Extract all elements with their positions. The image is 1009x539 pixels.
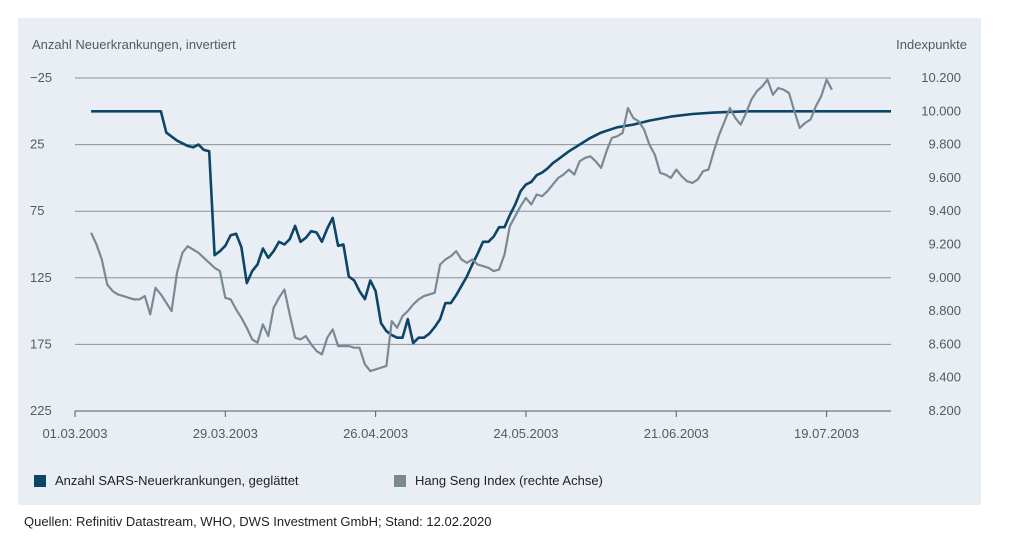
right-tick-label: 9.800 <box>928 137 961 152</box>
legend-item-hang-seng: Hang Seng Index (rechte Achse) <box>394 473 603 488</box>
right-tick-label: 8.800 <box>928 303 961 318</box>
right-tick-label: 8.400 <box>928 370 961 385</box>
left-tick-label: 125 <box>30 270 52 285</box>
right-axis-title: Indexpunkte <box>896 37 967 52</box>
legend-item-sars: Anzahl SARS-Neuerkrankungen, geglättet <box>34 473 299 488</box>
left-tick-label: 225 <box>30 403 52 418</box>
right-tick-label: 8.200 <box>928 403 961 418</box>
right-tick-label: 9.200 <box>928 237 961 252</box>
left-tick-label: 25 <box>30 137 44 152</box>
right-tick-label: 9.400 <box>928 203 961 218</box>
right-tick-label: 9.000 <box>928 270 961 285</box>
left-tick-label: 75 <box>30 203 44 218</box>
series-line-sars <box>91 110 891 345</box>
chart-panel: Anzahl Neuerkrankungen, invertiert Index… <box>18 18 981 505</box>
legend-label-hang-seng: Hang Seng Index (rechte Achse) <box>415 473 603 488</box>
left-axis-title: Anzahl Neuerkrankungen, invertiert <box>32 37 236 52</box>
right-tick-label: 9.600 <box>928 170 961 185</box>
x-tick-label: 29.03.2003 <box>193 426 258 441</box>
right-tick-label: 10.000 <box>921 103 961 118</box>
source-note: Quellen: Refinitiv Datastream, WHO, DWS … <box>24 514 492 529</box>
x-tick-label: 01.03.2003 <box>42 426 107 441</box>
x-tick-label: 26.04.2003 <box>343 426 408 441</box>
series-line-hang-seng <box>90 78 833 373</box>
x-tick-label: 21.06.2003 <box>644 426 709 441</box>
legend-label-sars: Anzahl SARS-Neuerkrankungen, geglättet <box>55 473 299 488</box>
x-tick-label: 19.07.2003 <box>794 426 859 441</box>
x-tick-label: 24.05.2003 <box>493 426 558 441</box>
right-tick-label: 8.600 <box>928 336 961 351</box>
line-chart: −25 25 75 125 175 225 10.200 10.000 9.800 9.600 9.… <box>30 70 961 441</box>
legend-swatch-sars <box>34 474 46 487</box>
left-tick-label: −25 <box>30 70 52 85</box>
legend-swatch-hang-seng <box>394 474 406 487</box>
right-tick-label: 10.200 <box>921 70 961 85</box>
left-tick-label: 175 <box>30 336 52 351</box>
